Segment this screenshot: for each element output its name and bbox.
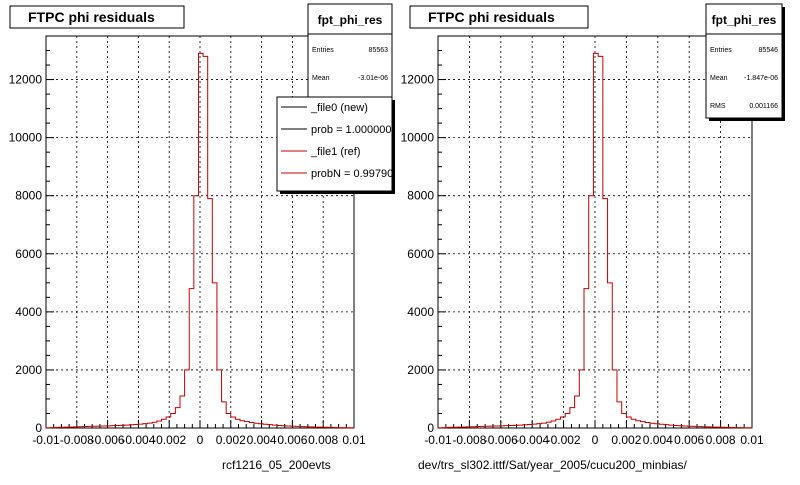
chart-panel-1: -0.01 -0.008-0.006-0.004-0.002 0 0.002 0.004…: [9, 3, 395, 472]
x-tick-label: -0.008: [60, 433, 94, 447]
stats-label: RMS: [710, 103, 726, 110]
y-tick-label: 8000: [407, 189, 434, 203]
y-tick-label: 10000: [401, 131, 435, 145]
x-tick-label: -0.006: [91, 433, 125, 447]
stats-name: fpt_phi_res: [318, 13, 383, 27]
y-tick-label: 12000: [9, 73, 43, 87]
stats-label: Mean: [312, 75, 330, 82]
panel-caption: rcf1216_05_200evts: [222, 458, 331, 472]
histogram-series-line: [437, 52, 753, 429]
x-tick-label: -0.006: [484, 433, 518, 447]
y-tick-label: 6000: [407, 247, 434, 261]
x-tick-label: 0.01: [740, 433, 764, 447]
y-tick-label: 4000: [407, 305, 434, 319]
y-tick-label: 2000: [407, 363, 434, 377]
x-tick-label: 0: [197, 433, 204, 447]
stats-box: [307, 3, 393, 101]
stats-label: Entries: [710, 47, 732, 54]
x-tick-label: 0.002: [216, 433, 246, 447]
x-tick-label: -0.004: [515, 433, 549, 447]
legend-box: [276, 96, 393, 192]
x-tick-label: 0.008: [308, 433, 338, 447]
y-tick-label: 0: [35, 421, 42, 435]
x-tick-label: 0.002: [611, 433, 641, 447]
stats-box: [705, 3, 783, 119]
stats-value: 0.001166: [749, 103, 778, 110]
stats-value: -3.01e-06: [358, 75, 388, 82]
panel-caption: dev/trs_sl302.ittf/Sat/year_2005/cucu200…: [418, 458, 687, 472]
x-tick-label: 0.004: [247, 433, 277, 447]
title-box: [9, 5, 185, 29]
x-tick-label: 0.006: [277, 433, 307, 447]
stats-value: -1.847e-06: [744, 75, 778, 82]
stats-value: 85563: [369, 47, 389, 54]
stats-value: 85546: [759, 47, 779, 54]
y-tick-label: 8000: [15, 189, 42, 203]
legend-label: prob = 1.000000: [311, 124, 391, 136]
histogram-series-line: [45, 52, 355, 429]
x-tick-label: 0: [592, 433, 599, 447]
chart-title: FTPC phi residuals: [428, 9, 555, 25]
x-tick-label: 0.006: [674, 433, 704, 447]
chart-title: FTPC phi residuals: [28, 9, 155, 25]
stats-name: fpt_phi_res: [712, 13, 777, 27]
y-tick-label: 12000: [401, 73, 435, 87]
y-tick-label: 6000: [15, 247, 42, 261]
stats-label: Entries: [312, 47, 334, 54]
y-tick-label: 4000: [15, 305, 42, 319]
x-tick-label: -0.002: [152, 433, 186, 447]
legend-label: probN = 0.99790: [311, 168, 393, 180]
legend-label: _file0 (new): [310, 102, 368, 114]
y-tick-label: 0: [427, 421, 434, 435]
x-tick-label: 0.008: [706, 433, 736, 447]
x-tick-label: 0.004: [643, 433, 673, 447]
x-tick-label: -0.01: [32, 433, 60, 447]
x-tick-label: -0.004: [121, 433, 155, 447]
legend-label: _file1 (ref): [310, 146, 361, 158]
x-tick-label: -0.002: [547, 433, 581, 447]
x-tick-label: -0.01: [424, 433, 452, 447]
y-tick-label: 10000: [9, 131, 43, 145]
title-box: [409, 5, 589, 29]
chart-panel-2: -0.01 -0.008-0.006-0.004-0.002 0 0.002 0.004…: [401, 3, 785, 472]
x-tick-label: -0.008: [452, 433, 486, 447]
y-tick-label: 2000: [15, 363, 42, 377]
stats-label: Mean: [710, 75, 728, 82]
x-tick-label: 0.01: [342, 433, 366, 447]
